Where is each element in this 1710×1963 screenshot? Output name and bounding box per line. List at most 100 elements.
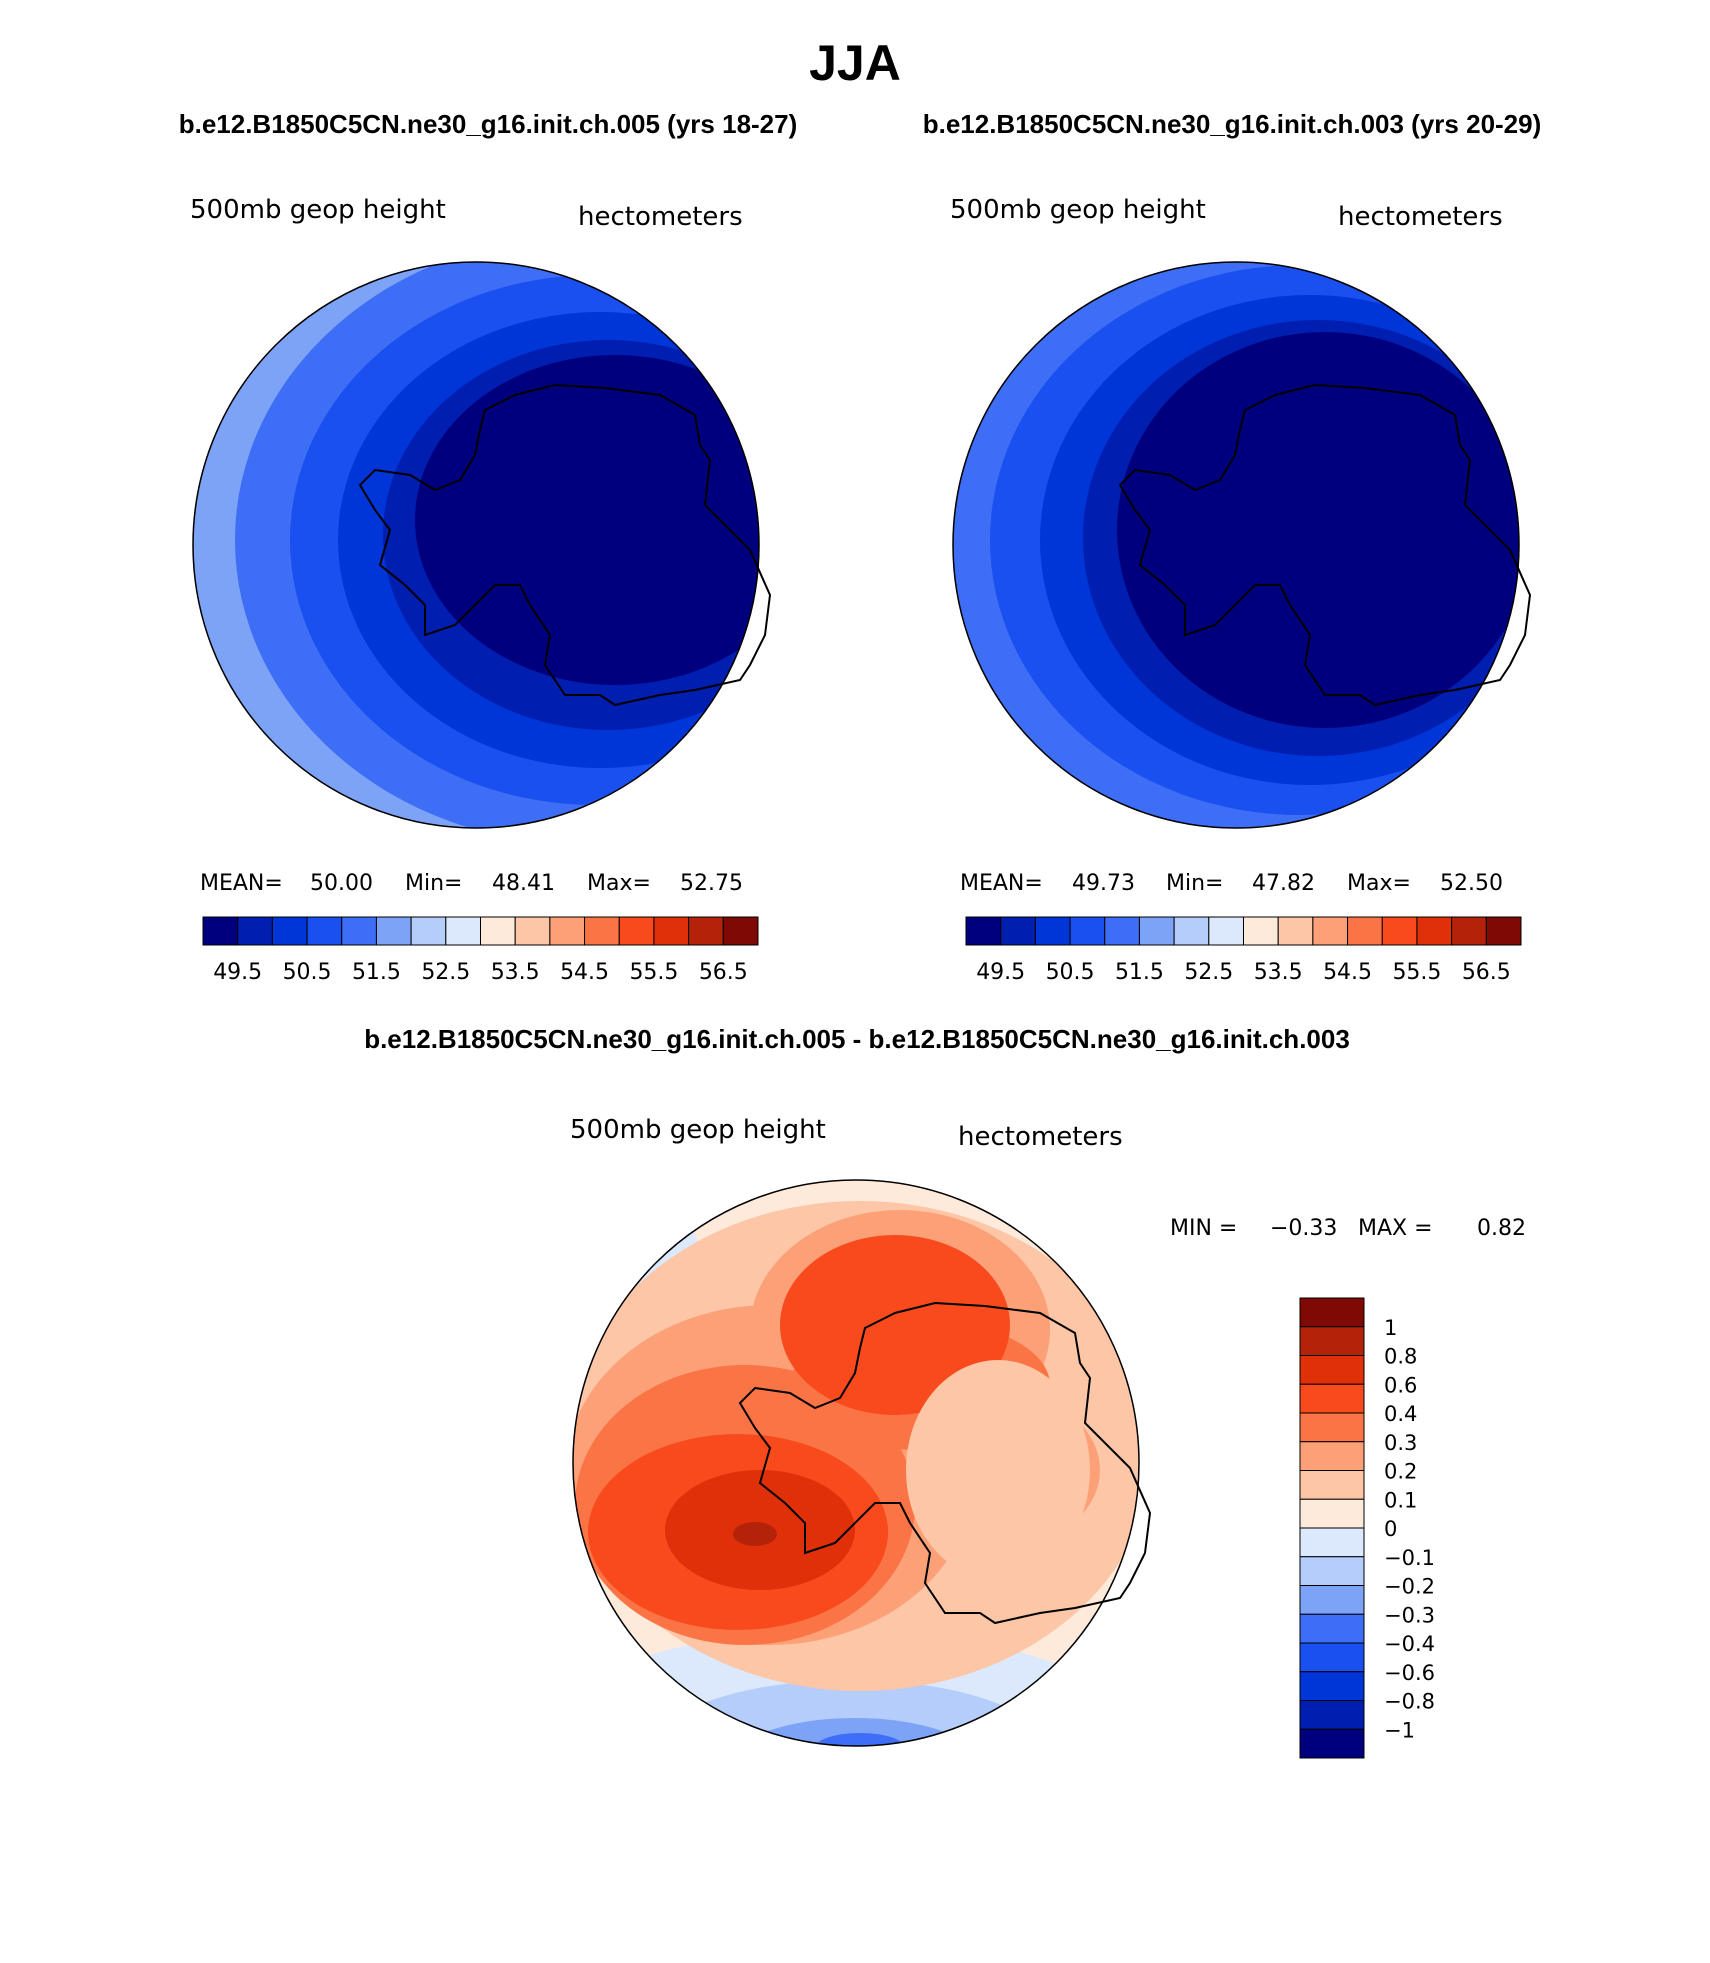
diff-colorbar-swatch — [1299, 1585, 1365, 1615]
right-colorbar-tick-label: 50.5 — [1046, 960, 1095, 985]
diff-colorbar-tick-label: −0.3 — [1384, 1603, 1435, 1627]
left-colorbar-tick-label: 55.5 — [629, 960, 678, 985]
left-colorbar-swatch — [653, 916, 690, 946]
diff-colorbar-tick-label: 0.4 — [1384, 1402, 1417, 1426]
left-colorbar-tick-label: 50.5 — [283, 960, 332, 985]
right-colorbar-swatch — [1069, 916, 1106, 946]
left-panel: 500mb geop height hectometers MEAN= 50.0… — [190, 195, 771, 985]
diff-colorbar-tick-label: 0.2 — [1384, 1460, 1417, 1484]
right-colorbar-swatch — [1312, 916, 1349, 946]
diff-min-label: MIN = — [1170, 1216, 1237, 1241]
right-colorbar-tick-label: 51.5 — [1115, 960, 1164, 985]
left-mean-label: MEAN= — [200, 871, 283, 896]
right-colorbar-swatch — [1000, 916, 1036, 946]
right-colorbar-swatch — [1243, 916, 1279, 946]
right-max-value: 52.50 — [1440, 871, 1503, 896]
diff-colorbar-swatch — [1299, 1470, 1365, 1500]
diff-colorbar-swatch — [1299, 1642, 1365, 1673]
diff-title: b.e12.B1850C5CN.ne30_g16.init.ch.005 - b… — [364, 1024, 1350, 1054]
left-panel-variable: 500mb geop height — [190, 195, 446, 225]
diff-panel: 500mb geop height hectometers MIN = — [570, 1115, 1526, 1759]
right-colorbar-swatch — [1104, 916, 1140, 946]
left-colorbar-swatch — [480, 916, 516, 946]
diff-colorbar-tick-label: −0.1 — [1384, 1546, 1435, 1570]
diff-colorbar-tick-label: −0.6 — [1384, 1661, 1435, 1685]
right-min-label: Min= — [1166, 871, 1223, 896]
diff-colorbar-tick-label: −0.4 — [1384, 1632, 1435, 1656]
right-mean-label: MEAN= — [960, 871, 1043, 896]
left-max-label: Max= — [587, 871, 651, 896]
left-colorbar-tick-label: 56.5 — [699, 960, 748, 985]
right-colorbar-tick-label: 55.5 — [1392, 960, 1441, 985]
left-colorbar-tick-label: 51.5 — [352, 960, 401, 985]
diff-colorbar-swatch — [1299, 1613, 1365, 1644]
diff-colorbar-tick-label: 0.6 — [1384, 1373, 1417, 1397]
diff-colorbar-swatch — [1299, 1441, 1365, 1471]
left-colorbar-swatch — [514, 916, 551, 946]
right-mean-value: 49.73 — [1072, 871, 1135, 896]
diff-max-label: MAX = — [1358, 1216, 1433, 1241]
diff-colorbar-tick-label: −1 — [1384, 1718, 1415, 1742]
diff-colorbar-swatch — [1299, 1498, 1365, 1529]
diff-colorbar-tick-label: −0.8 — [1384, 1690, 1435, 1714]
left-min-label: Min= — [405, 871, 462, 896]
left-colorbar-swatch — [202, 916, 239, 946]
right-colorbar-swatch — [1208, 916, 1244, 946]
left-map-field — [193, 262, 759, 828]
right-panel-variable: 500mb geop height — [950, 195, 1206, 225]
left-colorbar-swatch — [341, 916, 377, 946]
diff-colorbar-swatch — [1299, 1527, 1365, 1558]
diff-colorbar-swatch — [1299, 1700, 1365, 1730]
diff-colorbar-swatch — [1299, 1728, 1365, 1759]
right-colorbar-swatch — [1451, 916, 1487, 946]
left-colorbar-swatch — [271, 916, 308, 946]
right-colorbar-swatch — [1347, 916, 1383, 946]
right-colorbar-swatch — [1381, 916, 1418, 946]
diff-colorbar-swatch — [1299, 1671, 1365, 1701]
left-mean-value: 50.00 — [310, 871, 373, 896]
right-colorbar-swatch — [1034, 916, 1071, 946]
right-colorbar-swatch — [1485, 916, 1522, 946]
left-map-boundary — [192, 261, 760, 829]
left-colorbar-tick-label: 54.5 — [560, 960, 609, 985]
left-colorbar-swatch — [445, 916, 481, 946]
right-colorbar-swatch — [1138, 916, 1175, 946]
right-colorbar-swatch — [1416, 916, 1453, 946]
right-colorbar-swatch — [1173, 916, 1210, 946]
left-colorbar-swatch — [688, 916, 724, 946]
right-colorbar-tick-label: 49.5 — [976, 960, 1025, 985]
right-stats: MEAN= 49.73 Min= 47.82 Max= 52.50 — [960, 871, 1503, 896]
right-map-field — [953, 262, 1519, 828]
left-colorbar-swatch — [618, 916, 655, 946]
diff-stats: MIN = −0.33 MAX = 0.82 — [1170, 1216, 1526, 1241]
diff-colorbar-tick-label: 0.1 — [1384, 1488, 1417, 1512]
diff-map-boundary — [572, 1179, 1140, 1747]
right-colorbar-tick-label: 52.5 — [1184, 960, 1233, 985]
right-colorbar-tick-label: 56.5 — [1462, 960, 1511, 985]
left-colorbar-swatch — [584, 916, 620, 946]
left-max-value: 52.75 — [680, 871, 743, 896]
diff-min-value: −0.33 — [1270, 1216, 1337, 1241]
right-colorbar-tick-label: 54.5 — [1323, 960, 1372, 985]
left-colorbar-tick-label: 49.5 — [213, 960, 262, 985]
diff-colorbar-tick-label: 0.8 — [1384, 1345, 1417, 1369]
right-min-value: 47.82 — [1252, 871, 1315, 896]
diff-colorbar-tick-label: 0.3 — [1384, 1431, 1417, 1455]
right-map-boundary — [952, 261, 1520, 829]
right-colorbar-swatch — [965, 916, 1002, 946]
right-colorbar-swatch — [1277, 916, 1314, 946]
left-colorbar-swatch — [306, 916, 343, 946]
diff-colorbar-swatch — [1299, 1355, 1365, 1385]
diff-colorbar-swatch — [1299, 1326, 1365, 1356]
right-max-label: Max= — [1347, 871, 1411, 896]
page-title: JJA — [809, 35, 901, 91]
left-colorbar-swatch — [375, 916, 412, 946]
left-stats: MEAN= 50.00 Min= 48.41 Max= 52.75 — [200, 871, 743, 896]
left-colorbar-swatch — [410, 916, 447, 946]
diff-colorbar-swatch — [1299, 1383, 1365, 1414]
right-panel: 500mb geop height hectometers MEAN= 49.7… — [950, 195, 1531, 985]
diff-colorbar-swatch — [1299, 1556, 1365, 1586]
left-run-title: b.e12.B1850C5CN.ne30_g16.init.ch.005 (yr… — [179, 109, 798, 139]
left-colorbar-tick-label: 52.5 — [421, 960, 470, 985]
right-run-title: b.e12.B1850C5CN.ne30_g16.init.ch.003 (yr… — [923, 109, 1542, 139]
